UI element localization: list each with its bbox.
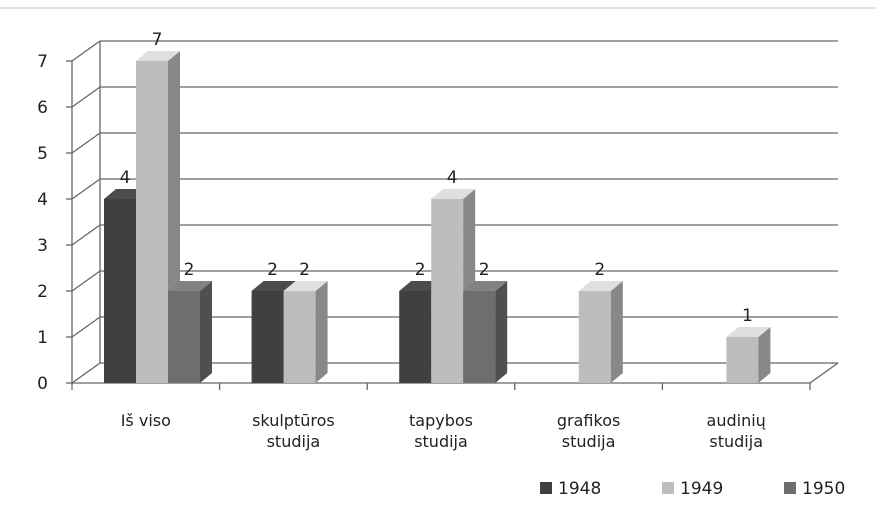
bar-top [283,281,328,291]
bar-front [104,199,136,383]
bar-front [251,291,284,383]
side-gridline [71,270,101,292]
side-gridline [71,178,101,200]
y-tick-label: 4 [37,190,48,210]
x-tick-label-line: studija [709,432,763,451]
bar-top [726,327,771,337]
bar-side [758,327,771,383]
y-tick-label: 3 [37,236,48,256]
bar-side [610,281,623,383]
bar-side [495,281,508,383]
bar-top [251,281,296,291]
bar-1950-0 [168,281,212,383]
bar-front [578,291,611,383]
legend-swatch [784,482,796,494]
side-gridline [71,362,101,384]
side-gridline [71,316,101,338]
bar-top [431,189,476,199]
bar-front [136,61,168,383]
bar-front [431,199,464,383]
bar-1950-2 [463,281,508,383]
legend-item-1948: 1948 [540,479,601,499]
legend-swatch [662,482,674,494]
bar-top [463,281,508,291]
legend: 1948 1949 1950 [540,479,845,499]
y-tick-label: 1 [37,328,48,348]
bar-top [136,51,180,61]
bar-side [200,281,212,383]
x-tick-label: Iš viso [121,411,171,430]
data-label: 1 [742,306,753,326]
bar-1949-4 [726,327,771,383]
bar-1949-1 [283,281,328,383]
bar-top [578,281,623,291]
y-tick-label: 2 [37,282,48,302]
x-tick-label-line: tapybos [409,411,473,430]
x-tick-label-line: audinių [707,411,766,430]
x-tick-label-line: studija [267,432,321,451]
side-gridline [71,132,101,154]
legend-label: 1948 [558,479,601,499]
floor-right-edge [809,362,839,384]
x-tick-label-line: grafikos [557,411,620,430]
legend-item-1949: 1949 [662,479,723,499]
x-tick-label: tapybos studija [409,411,473,451]
x-tick-label-line: studija [414,432,468,451]
side-gridline [71,224,101,246]
data-label: 4 [120,168,131,188]
y-tick-label: 6 [37,98,48,118]
bar-front [726,337,759,383]
y-tick-label: 7 [37,52,48,72]
bar-front [168,291,200,383]
legend-item-1950: 1950 [784,479,845,499]
side-gridline [71,86,101,108]
data-label: 2 [299,260,310,280]
x-tick-label: grafikos studija [557,411,620,451]
legend-label: 1950 [802,479,845,499]
x-tick-label: skulptūros studija [252,411,335,451]
bar-front [283,291,316,383]
data-label: 4 [447,168,458,188]
data-label: 2 [267,260,278,280]
y-tick-labels: 0 1 2 3 4 5 6 7 [37,52,48,394]
y-tick-label: 0 [37,374,48,394]
bar-side [315,281,328,383]
data-label: 7 [152,30,163,50]
bars [104,51,771,383]
bar-1949-3 [578,281,623,383]
legend-label: 1949 [680,479,723,499]
bar-top [168,281,212,291]
x-tick-label-line: studija [562,432,616,451]
y-tick-label: 5 [37,144,48,164]
data-label: 2 [594,260,605,280]
bar-front [399,291,432,383]
x-tick-label-line: skulptūros [252,411,335,430]
data-label: 2 [479,260,490,280]
side-gridline [71,40,101,62]
data-labels: 4 7 2 2 2 2 4 2 2 1 [120,30,753,326]
bar-front [463,291,496,383]
x-tick-label: audinių studija [707,411,766,451]
data-label: 2 [415,260,426,280]
legend-swatch [540,482,552,494]
x-tick-label-line: Iš viso [121,411,171,430]
data-label: 2 [184,260,195,280]
